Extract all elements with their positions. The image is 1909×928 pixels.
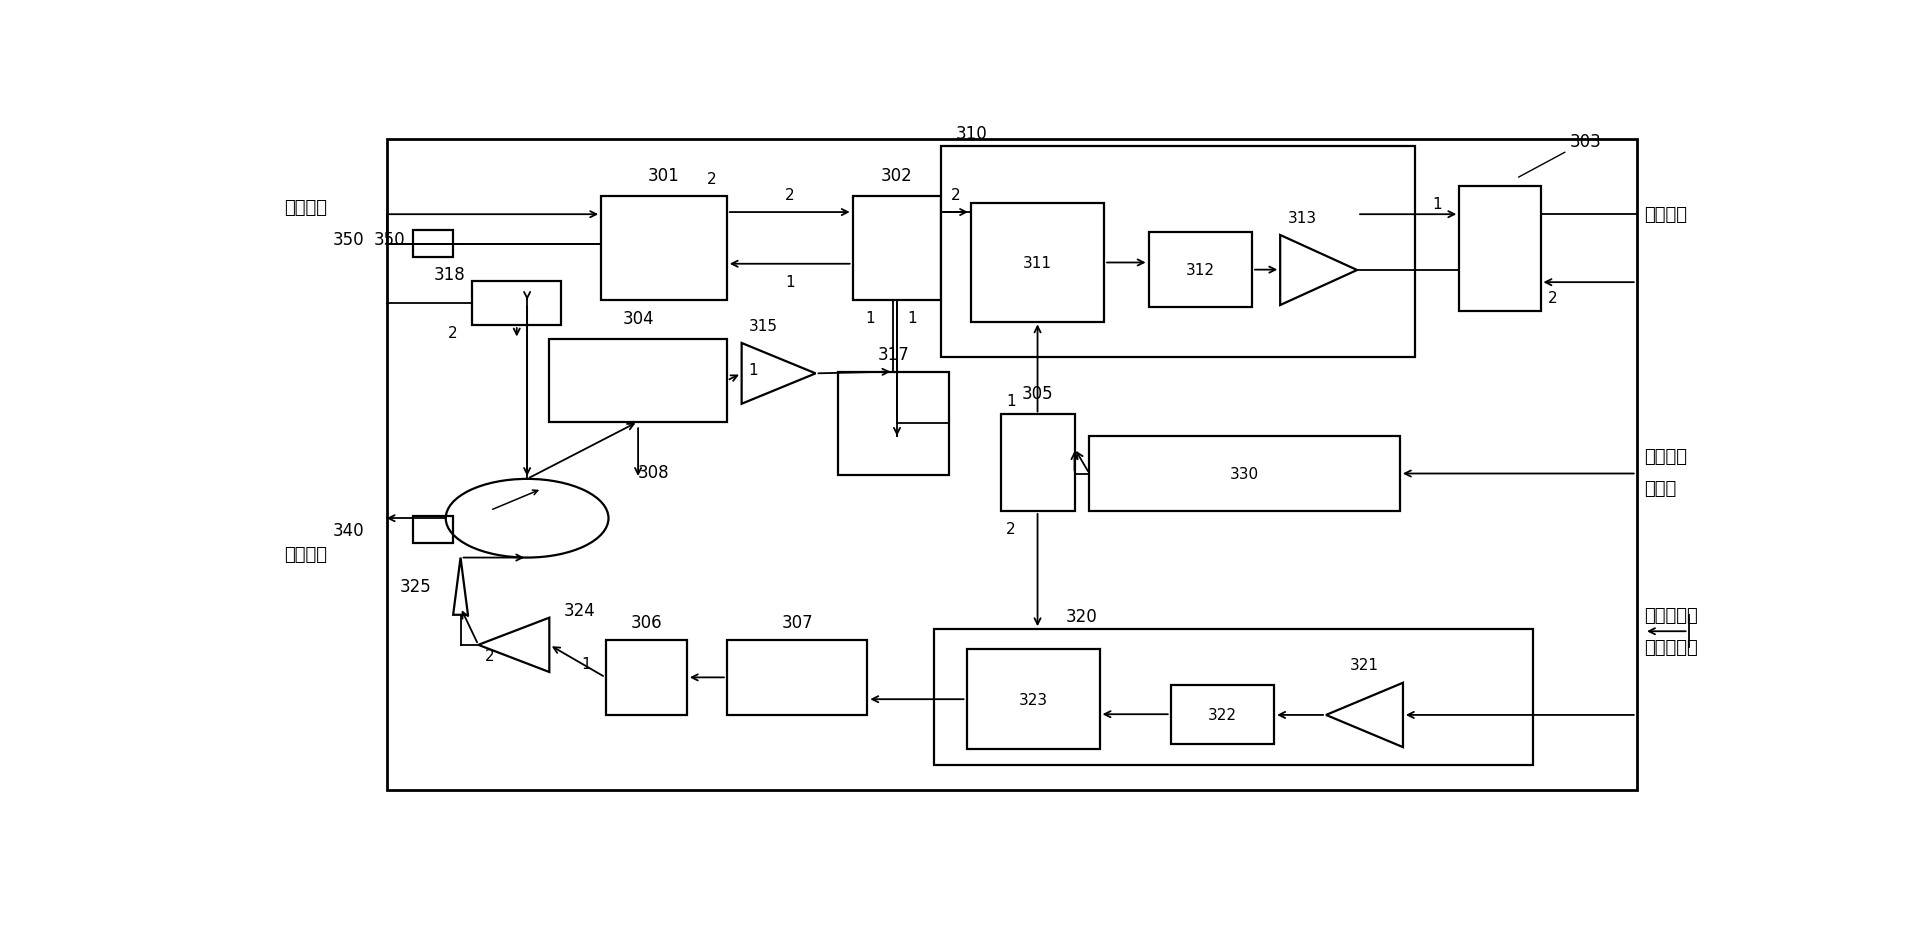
Text: 322: 322 <box>1208 707 1237 722</box>
Text: 1: 1 <box>907 311 916 326</box>
Bar <box>1170 685 1275 743</box>
Bar <box>727 640 867 715</box>
Text: 302: 302 <box>882 167 913 185</box>
Text: 301: 301 <box>647 167 680 185</box>
Bar <box>472 281 561 326</box>
Text: 320: 320 <box>1065 608 1098 625</box>
Text: 318: 318 <box>433 265 466 283</box>
Bar <box>934 629 1533 766</box>
Bar <box>838 372 949 476</box>
Text: 电源、监控: 电源、监控 <box>1644 606 1697 625</box>
Text: 305: 305 <box>1021 384 1054 403</box>
Bar <box>605 640 687 715</box>
Text: 1: 1 <box>1432 197 1441 212</box>
Bar <box>601 197 727 301</box>
Text: 2: 2 <box>706 172 718 187</box>
Text: 350: 350 <box>374 231 407 249</box>
Text: 1: 1 <box>580 656 590 671</box>
Text: 校准接口: 校准接口 <box>284 199 328 216</box>
Bar <box>853 197 941 301</box>
Text: 321: 321 <box>1350 658 1378 673</box>
Text: 1: 1 <box>865 311 874 326</box>
Bar <box>386 140 1636 791</box>
Text: 325: 325 <box>399 577 431 596</box>
Text: 307: 307 <box>781 613 813 631</box>
Bar <box>1458 187 1541 312</box>
Text: 天线接口: 天线接口 <box>284 546 328 563</box>
Text: 2: 2 <box>785 187 794 202</box>
Text: 2: 2 <box>951 187 960 202</box>
Text: 315: 315 <box>748 318 779 333</box>
Bar <box>941 147 1415 358</box>
Text: 324: 324 <box>565 602 596 620</box>
Bar <box>550 340 727 422</box>
Bar <box>972 204 1103 322</box>
Bar <box>1090 436 1399 511</box>
Text: 中频接口: 中频接口 <box>1644 206 1688 224</box>
Text: 350: 350 <box>332 231 365 249</box>
Text: 2: 2 <box>1006 522 1016 537</box>
Text: 和控制接口: 和控制接口 <box>1644 638 1697 656</box>
Text: 308: 308 <box>638 463 670 482</box>
Text: 311: 311 <box>1023 256 1052 271</box>
Text: 312: 312 <box>1185 263 1214 277</box>
Text: 参考源: 参考源 <box>1644 479 1676 497</box>
Text: 330: 330 <box>1229 467 1260 482</box>
Text: 340: 340 <box>332 522 365 539</box>
Bar <box>1149 233 1252 308</box>
Text: 306: 306 <box>630 613 662 631</box>
Text: 304: 304 <box>622 310 655 328</box>
Text: 303: 303 <box>1518 133 1602 178</box>
Bar <box>1000 415 1075 511</box>
Text: 310: 310 <box>956 125 989 143</box>
Text: 2: 2 <box>449 326 458 341</box>
Text: 313: 313 <box>1287 211 1317 226</box>
Bar <box>966 650 1100 750</box>
Text: 1: 1 <box>1006 393 1016 408</box>
Text: 2: 2 <box>485 649 494 664</box>
Text: 2: 2 <box>1548 291 1558 306</box>
Text: 1: 1 <box>785 275 794 290</box>
Bar <box>412 517 452 544</box>
Bar <box>412 231 452 258</box>
Text: 本振或者: 本振或者 <box>1644 447 1688 465</box>
Text: 317: 317 <box>878 345 909 363</box>
Text: 323: 323 <box>1019 692 1048 707</box>
Text: 1: 1 <box>748 363 758 378</box>
